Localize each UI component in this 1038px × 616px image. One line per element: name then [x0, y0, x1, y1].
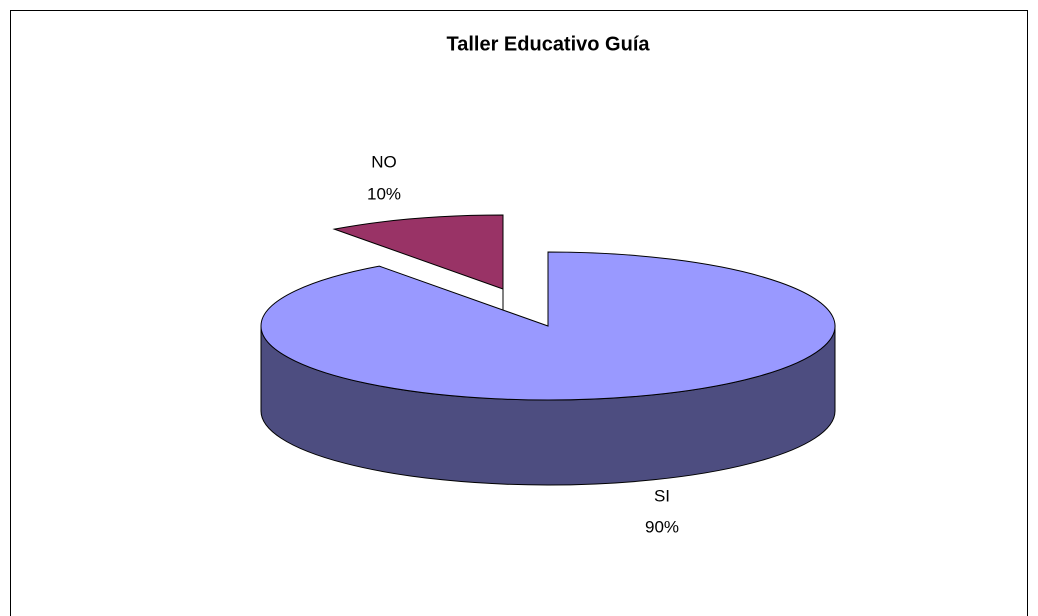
slice-label: SI — [654, 486, 670, 505]
slice-value-label: 10% — [367, 184, 401, 203]
pie-slice — [332, 214, 504, 290]
chart-title: Taller Educativo Guía — [446, 33, 650, 55]
slice-value-label: 90% — [645, 517, 679, 536]
chart-frame — [10, 10, 1028, 616]
slice-label: NO — [371, 152, 397, 171]
pie-slice — [260, 251, 836, 401]
